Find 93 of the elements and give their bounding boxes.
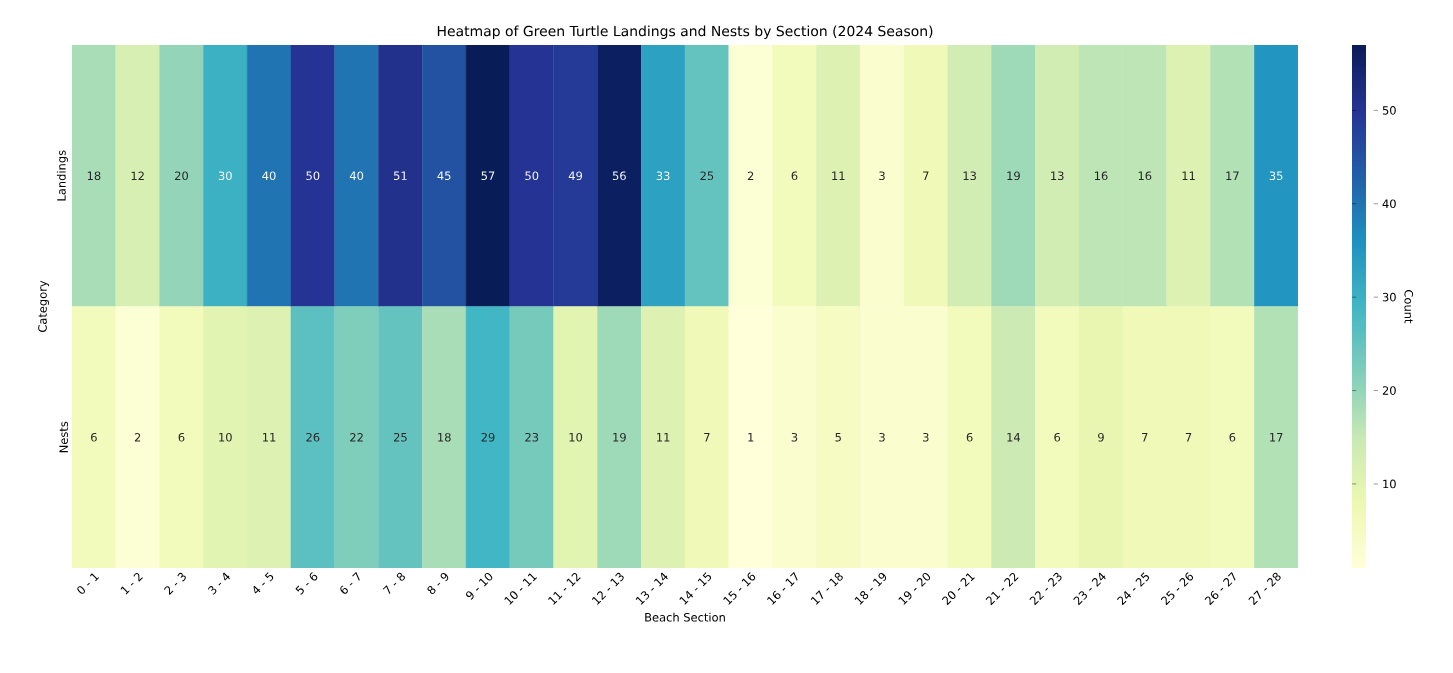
y-tick-label: Landings xyxy=(56,150,68,201)
data-label: 23 xyxy=(525,432,539,442)
x-tick-label: 18 - 19 xyxy=(854,572,887,605)
x-tick-label: 7 - 8 xyxy=(382,572,405,595)
x-tick-label: 4 - 5 xyxy=(253,572,274,594)
data-label: 6 xyxy=(1229,432,1236,442)
data-label: 30 xyxy=(218,171,232,181)
x-tick-label: 12 - 13 xyxy=(591,572,624,605)
data-label: 6 xyxy=(91,432,97,442)
data-label: 7 xyxy=(1185,433,1192,442)
data-label: 19 xyxy=(1007,171,1020,181)
data-label: 22 xyxy=(350,433,363,442)
color-bar-label: 50 xyxy=(1382,106,1396,115)
x-tick-label: 10 - 11 xyxy=(504,573,538,605)
x-tick-label: 16 - 17 xyxy=(767,571,798,605)
color-bar-label: 30 xyxy=(1382,292,1396,302)
x-tick-label: 22 - 23 xyxy=(1029,572,1062,606)
data-label: 6 xyxy=(178,432,185,442)
x-tick-label: 24 - 25 xyxy=(1117,572,1150,606)
x-tick-label: 25 - 26 xyxy=(1160,572,1194,606)
x-tick-label: 21 - 22 xyxy=(985,572,1019,606)
data-label: 6 xyxy=(966,432,973,442)
data-label: 16 xyxy=(1094,171,1108,181)
data-label: 40 xyxy=(349,171,364,181)
data-label: 14 xyxy=(1007,433,1021,442)
data-label: 57 xyxy=(481,171,495,180)
data-label: 6 xyxy=(1054,432,1061,442)
data-label: 18 xyxy=(438,432,451,442)
data-label: 7 xyxy=(923,171,929,180)
data-label: 56 xyxy=(612,171,626,181)
data-label: 11 xyxy=(657,433,670,442)
data-label: 10 xyxy=(219,432,232,442)
data-label: 7 xyxy=(704,433,710,442)
x-tick-label: 13 - 14 xyxy=(635,572,668,605)
data-label: 35 xyxy=(1269,171,1283,181)
data-label: 7 xyxy=(1142,433,1148,442)
data-label: 49 xyxy=(568,171,583,181)
x-tick-label: 9 - 10 xyxy=(466,572,493,600)
data-label: 11 xyxy=(832,171,845,180)
color-bar-label: 40 xyxy=(1382,199,1396,209)
x-tick-label: 27 - 28 xyxy=(1248,572,1281,606)
x-tick-label: 26 - 27 xyxy=(1204,571,1236,606)
x-tick-label: 5 - 6 xyxy=(295,572,318,595)
x-tick-label: 11 - 12 xyxy=(548,572,581,605)
data-label: 13 xyxy=(963,171,976,181)
data-label: 3 xyxy=(879,432,885,442)
data-label: 2 xyxy=(134,433,141,442)
data-label: 26 xyxy=(306,432,320,442)
data-label: 50 xyxy=(306,171,320,181)
data-label: 50 xyxy=(525,171,539,181)
data-label: 40 xyxy=(262,171,276,181)
x-tick-label: 8 - 9 xyxy=(427,572,449,595)
data-label: 9 xyxy=(1098,432,1104,442)
data-label: 25 xyxy=(700,171,714,181)
x-axis-title: Beach Section xyxy=(645,612,725,622)
data-label: 17 xyxy=(1270,433,1283,442)
x-tick-label: 0 - 1 xyxy=(77,573,100,594)
data-label: 25 xyxy=(393,432,407,442)
data-label: 20 xyxy=(175,171,188,181)
x-tick-label: 19 - 20 xyxy=(898,572,931,605)
x-tick-label: 6 - 7 xyxy=(340,571,360,594)
y-tick-label: Nests xyxy=(59,421,68,453)
data-label: 3 xyxy=(923,432,929,442)
x-tick-label: 2 - 3 xyxy=(164,572,186,595)
data-label: 1 xyxy=(748,433,754,442)
x-tick-label: 20 - 21 xyxy=(941,573,975,606)
data-label: 2 xyxy=(747,171,754,180)
data-label: 18 xyxy=(87,171,101,181)
x-tick-label: 15 - 16 xyxy=(723,572,756,605)
data-label: 12 xyxy=(131,171,144,180)
x-tick-label: 1 - 2 xyxy=(120,572,143,595)
data-label: 33 xyxy=(656,171,670,181)
data-label: 5 xyxy=(835,433,841,442)
data-label: 45 xyxy=(437,171,451,180)
x-tick-label: 23 - 24 xyxy=(1073,572,1106,606)
data-label: 19 xyxy=(613,432,626,442)
x-tick-label: 17 - 18 xyxy=(810,572,843,605)
data-label: 3 xyxy=(791,432,798,442)
x-tick-label: 14 - 15 xyxy=(679,572,712,605)
data-label: 29 xyxy=(481,432,495,442)
color-bar-label: 20 xyxy=(1382,386,1396,395)
color-bar-title: Count xyxy=(1404,290,1414,324)
data-label: 10 xyxy=(569,432,583,442)
data-label: 11 xyxy=(263,433,276,442)
data-label: 13 xyxy=(1051,171,1064,181)
y-axis-title: Category xyxy=(38,280,50,333)
data-label: 3 xyxy=(879,171,885,181)
data-label: 16 xyxy=(1138,171,1152,181)
color-bar-label: 10 xyxy=(1383,479,1396,489)
x-tick-label: 3 - 4 xyxy=(207,572,230,595)
data-label: 11 xyxy=(1182,171,1195,180)
chart-title: Heatmap of Green Turtle Landings and Nests by Section (2024 Season) xyxy=(437,25,933,40)
data-label: 51 xyxy=(394,171,407,180)
